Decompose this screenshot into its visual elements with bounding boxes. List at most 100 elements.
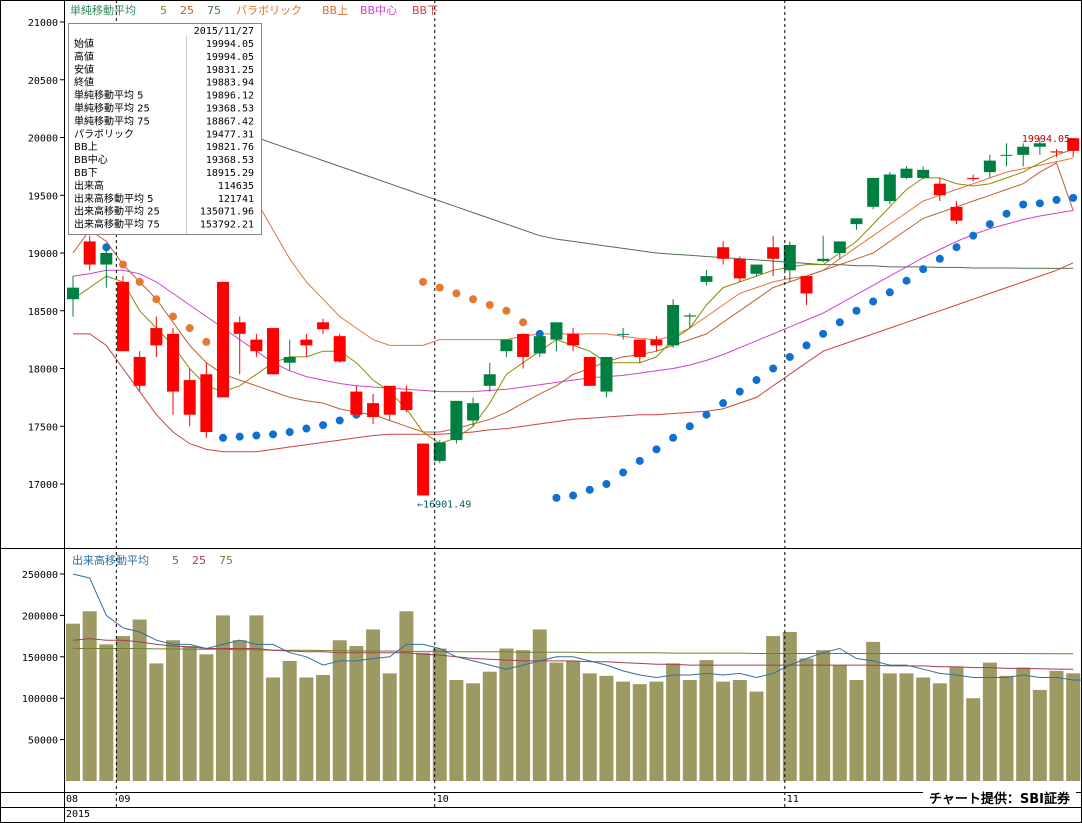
info-panel: 2015/11/27 始値 19994.05 高値 19994.05 安値 19831.25… <box>68 23 262 235</box>
x-tick-label: 08 <box>66 794 78 805</box>
volume-bar <box>549 662 564 781</box>
volume-bar <box>349 646 364 781</box>
parabolic-dot <box>219 433 228 442</box>
volume-bar <box>482 671 497 781</box>
candle-body <box>867 177 880 207</box>
volume-bar <box>216 615 231 781</box>
info-value: 19896.12 <box>206 91 254 102</box>
y-tick-label: 18000 <box>28 365 58 376</box>
info-label: 単純移動平均 25 <box>74 102 150 115</box>
ma25-line <box>72 162 1074 433</box>
volume-bar <box>266 677 281 781</box>
volume-bar <box>916 677 931 781</box>
candle-body <box>67 287 79 300</box>
parabolic-dot <box>435 283 444 292</box>
parabolic-dot <box>702 410 711 419</box>
candle-body <box>1050 151 1063 153</box>
y-tick-label: 17500 <box>28 422 58 433</box>
info-value: 18915.29 <box>206 168 254 179</box>
parabolic-dot <box>635 456 644 465</box>
info-value: 19831.25 <box>206 65 254 76</box>
volume-bar <box>149 663 164 781</box>
parabolic-dot <box>935 254 944 263</box>
info-value: 19994.05 <box>206 39 254 50</box>
parabolic-dot <box>569 491 578 500</box>
candle-body <box>483 374 496 386</box>
candle-body <box>300 339 313 346</box>
info-value: 114635 <box>218 181 254 192</box>
price-annotation: ←16901.49 <box>417 499 471 510</box>
candle-body <box>950 206 963 221</box>
x-tick-label: 11 <box>787 794 799 805</box>
parabolic-dot <box>919 265 928 274</box>
y-tick-label: 18500 <box>28 307 58 318</box>
info-label: 出来高移動平均 25 <box>74 205 160 218</box>
info-value: 121741 <box>218 194 254 205</box>
parabolic-dot <box>302 424 311 433</box>
info-label: 終値 <box>74 76 94 89</box>
parabolic-dot <box>652 445 661 454</box>
parabolic-dot <box>685 422 694 431</box>
candle-body <box>433 442 446 461</box>
volume-bar <box>682 679 697 781</box>
candle-body <box>400 391 413 411</box>
candle-body <box>550 322 563 340</box>
info-value: 135071.96 <box>200 207 254 218</box>
volume-legend-item: 出来高移動平均 <box>72 553 149 567</box>
volume-bar <box>82 611 97 781</box>
parabolic-dot <box>1052 195 1061 204</box>
volume-bar <box>849 679 864 781</box>
parabolic-dot <box>485 300 494 309</box>
info-value: 19368.53 <box>206 104 254 115</box>
parabolic-dot <box>1002 209 1011 218</box>
parabolic-dot <box>135 277 144 286</box>
legend-item: 5 <box>160 4 167 17</box>
volume-bar <box>966 698 981 781</box>
candle-body <box>100 253 113 265</box>
info-value: 19368.53 <box>206 155 254 166</box>
volume-bar <box>666 663 681 781</box>
volume-bar <box>316 675 331 781</box>
legend-item: パラボリック <box>236 4 302 17</box>
y-tick-label: 20000 <box>28 134 58 145</box>
candle-body <box>417 443 430 496</box>
y-tick-label: 21000 <box>28 18 58 29</box>
legend-item: 25 <box>180 4 194 17</box>
volume-y-tick-label: 200000 <box>22 611 58 622</box>
volume-y-tick-label: 50000 <box>28 736 58 747</box>
candle-body <box>933 183 946 196</box>
volume-panel <box>66 573 1082 781</box>
volume-bar <box>299 677 314 781</box>
volume-y-tick-label: 250000 <box>22 570 58 581</box>
candle-body <box>450 400 463 441</box>
volume-bar <box>949 666 964 781</box>
parabolic-dot <box>1035 199 1044 208</box>
volume-bar <box>749 691 764 781</box>
candle-body <box>700 276 713 282</box>
vma75-line <box>73 648 1074 655</box>
parabolic-dot <box>869 297 878 306</box>
candle-body <box>733 258 746 279</box>
candle-body <box>200 374 213 433</box>
parabolic-dot <box>319 421 328 430</box>
info-value: 19477.31 <box>206 129 254 140</box>
info-value: 18867.42 <box>206 116 254 127</box>
volume-bar <box>116 636 131 781</box>
vma25-line <box>72 638 1074 670</box>
volume-bar <box>882 673 897 781</box>
candle-body <box>900 168 913 178</box>
volume-bar <box>1016 667 1031 781</box>
candle-body <box>983 160 996 173</box>
parabolic-dot <box>819 329 828 338</box>
candle-body <box>317 322 330 330</box>
y-tick-label: 19000 <box>28 249 58 260</box>
info-label: 出来高移動平均 5 <box>74 192 154 205</box>
parabolic-dot <box>519 318 528 327</box>
candle-body <box>650 339 663 346</box>
candle-body <box>1067 138 1080 151</box>
candle-body <box>633 339 646 357</box>
volume-bar <box>366 629 381 781</box>
parabolic-dot <box>235 432 244 441</box>
volume-bar <box>866 641 881 781</box>
y-tick-label: 20500 <box>28 76 58 87</box>
